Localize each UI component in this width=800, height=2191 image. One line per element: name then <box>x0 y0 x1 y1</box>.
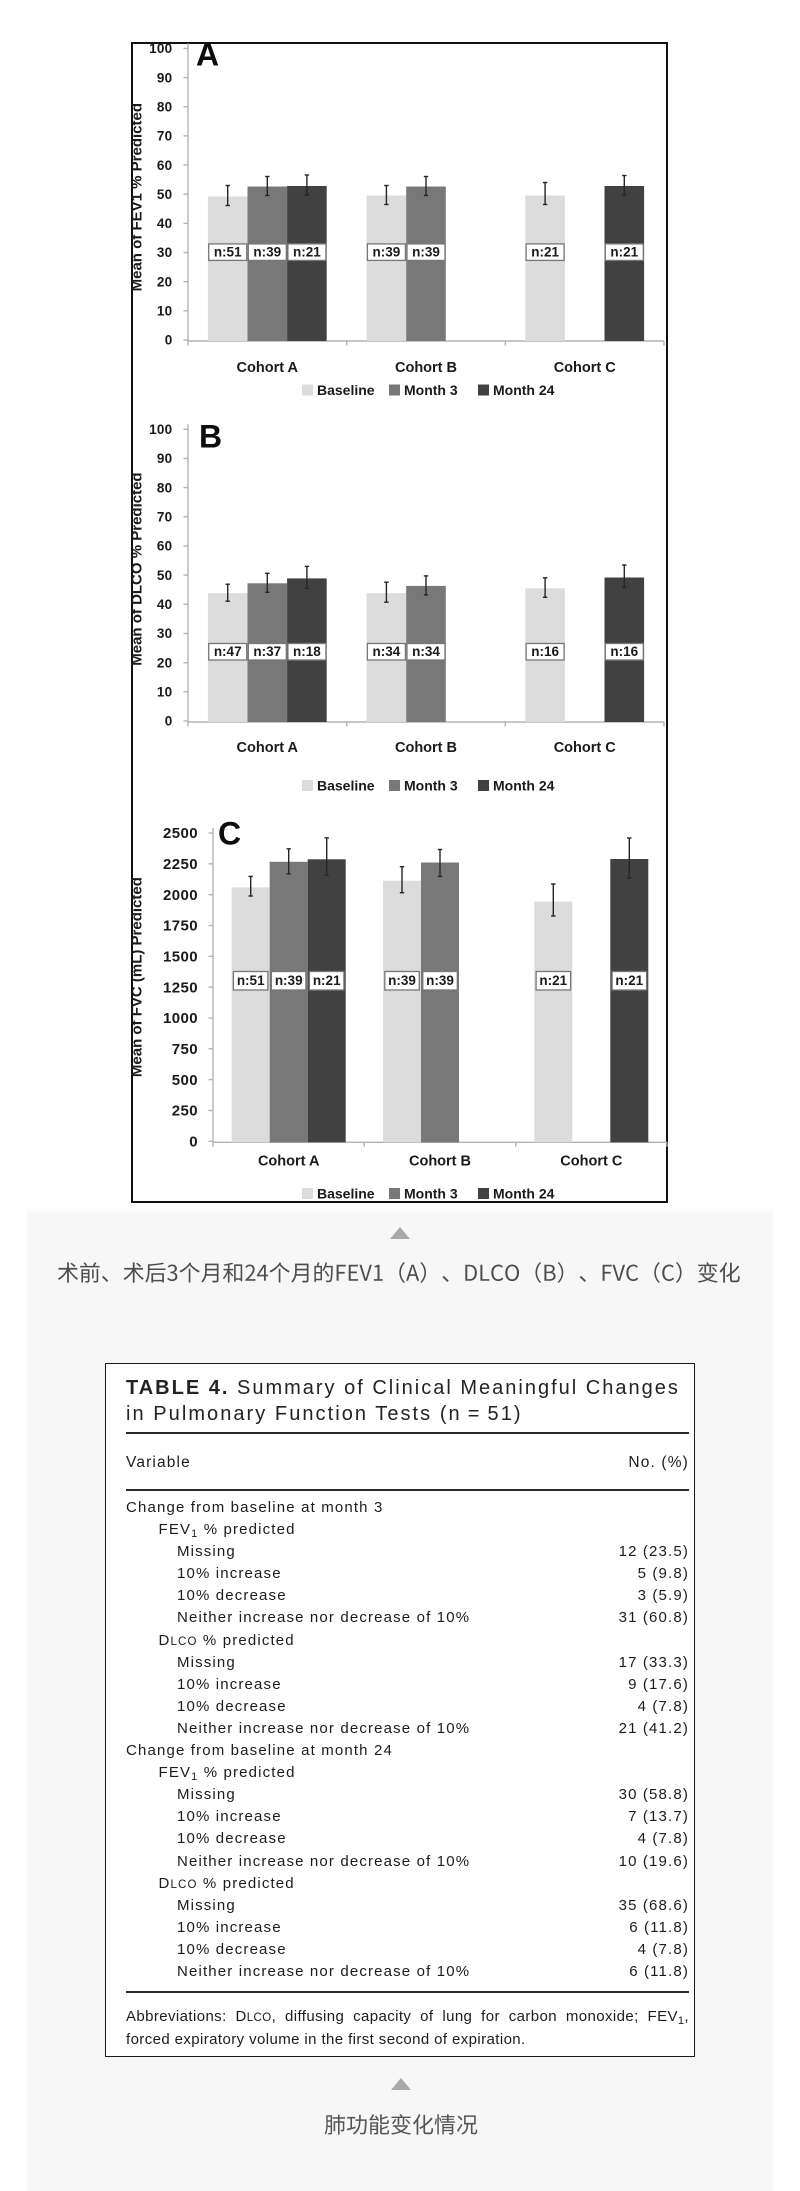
svg-text:80: 80 <box>157 480 173 495</box>
svg-text:2250: 2250 <box>163 856 198 873</box>
svg-text:0: 0 <box>165 333 173 348</box>
svg-text:Cohort C: Cohort C <box>560 1154 623 1170</box>
svg-text:n:51: n:51 <box>237 973 265 988</box>
svg-text:70: 70 <box>157 129 173 144</box>
svg-text:Baseline: Baseline <box>317 1186 375 1202</box>
svg-text:1250: 1250 <box>163 979 198 996</box>
svg-text:Cohort B: Cohort B <box>409 1154 471 1170</box>
svg-text:n:39: n:39 <box>253 245 281 260</box>
svg-text:B: B <box>199 419 222 455</box>
svg-text:Baseline: Baseline <box>317 778 375 794</box>
svg-text:10: 10 <box>157 685 173 700</box>
svg-text:n:18: n:18 <box>293 644 321 659</box>
svg-text:1750: 1750 <box>163 918 198 935</box>
svg-text:60: 60 <box>157 158 173 173</box>
svg-text:n:21: n:21 <box>293 245 321 260</box>
svg-text:n:39: n:39 <box>373 245 401 260</box>
svg-text:Cohort C: Cohort C <box>554 740 617 756</box>
svg-text:n:21: n:21 <box>615 973 643 988</box>
svg-text:Cohort A: Cohort A <box>237 740 299 756</box>
svg-text:n:21: n:21 <box>313 973 341 988</box>
svg-text:250: 250 <box>172 1103 198 1120</box>
svg-text:20: 20 <box>157 655 173 670</box>
svg-text:n:21: n:21 <box>539 973 567 988</box>
svg-text:100: 100 <box>149 422 172 437</box>
svg-text:Mean of FEV1 % Predicted: Mean of FEV1 % Predicted <box>131 103 146 291</box>
svg-text:750: 750 <box>172 1041 198 1058</box>
svg-text:80: 80 <box>157 99 173 114</box>
svg-text:Cohort C: Cohort C <box>554 360 617 376</box>
svg-text:30: 30 <box>157 245 173 260</box>
svg-text:Month 3: Month 3 <box>404 778 458 794</box>
svg-text:n:39: n:39 <box>275 973 303 988</box>
svg-text:90: 90 <box>157 70 173 85</box>
svg-text:30: 30 <box>157 626 173 641</box>
svg-text:Cohort A: Cohort A <box>237 360 299 376</box>
svg-text:n:39: n:39 <box>412 245 440 260</box>
svg-text:n:21: n:21 <box>610 245 638 260</box>
svg-text:n:34: n:34 <box>412 644 440 659</box>
svg-text:n:37: n:37 <box>253 644 281 659</box>
svg-text:n:16: n:16 <box>531 644 559 659</box>
svg-text:C: C <box>218 816 241 852</box>
svg-text:Month 3: Month 3 <box>404 382 458 398</box>
svg-text:10: 10 <box>157 304 173 319</box>
svg-text:20: 20 <box>157 274 173 289</box>
svg-text:A: A <box>196 42 219 73</box>
svg-text:n:39: n:39 <box>426 973 454 988</box>
svg-text:Month 24: Month 24 <box>493 382 555 398</box>
svg-text:1000: 1000 <box>163 1010 198 1027</box>
svg-text:n:34: n:34 <box>373 644 401 659</box>
svg-text:n:47: n:47 <box>214 644 242 659</box>
svg-text:n:39: n:39 <box>388 973 416 988</box>
svg-text:Cohort B: Cohort B <box>395 360 457 376</box>
svg-text:70: 70 <box>157 510 173 525</box>
svg-text:90: 90 <box>157 451 173 466</box>
svg-text:50: 50 <box>157 568 173 583</box>
svg-text:500: 500 <box>172 1072 198 1089</box>
svg-text:n:16: n:16 <box>610 644 638 659</box>
svg-text:Month 24: Month 24 <box>493 778 555 794</box>
svg-text:40: 40 <box>157 597 173 612</box>
svg-text:100: 100 <box>149 42 172 56</box>
svg-text:Month 3: Month 3 <box>404 1186 458 1202</box>
svg-text:2500: 2500 <box>163 825 198 842</box>
svg-text:60: 60 <box>157 539 173 554</box>
svg-text:0: 0 <box>189 1134 198 1151</box>
svg-text:Mean of FVC (mL) Predicted: Mean of FVC (mL) Predicted <box>131 877 146 1077</box>
svg-text:50: 50 <box>157 187 173 202</box>
svg-text:n:51: n:51 <box>214 245 242 260</box>
svg-text:2000: 2000 <box>163 887 198 904</box>
svg-text:Baseline: Baseline <box>317 382 375 398</box>
svg-text:Cohort B: Cohort B <box>395 740 457 756</box>
svg-text:40: 40 <box>157 216 173 231</box>
svg-text:Month 24: Month 24 <box>493 1186 555 1202</box>
svg-text:1500: 1500 <box>163 949 198 966</box>
svg-text:0: 0 <box>165 714 173 729</box>
svg-text:Mean of DLCO % Predicted: Mean of DLCO % Predicted <box>131 472 146 665</box>
svg-text:Cohort A: Cohort A <box>258 1154 320 1170</box>
svg-text:n:21: n:21 <box>531 245 559 260</box>
